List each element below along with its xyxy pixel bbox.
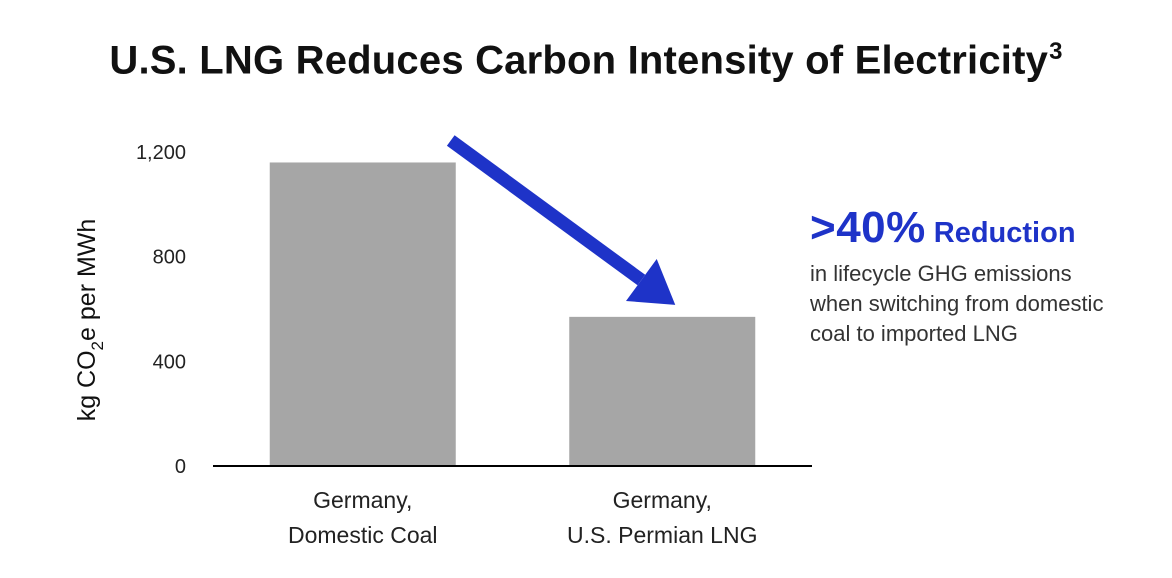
reduction-arrow-head: [626, 259, 676, 305]
callout-description: in lifecycle GHG emissions when switchin…: [810, 261, 1104, 346]
bar: [269, 162, 456, 466]
title-footnote-marker: 3: [1049, 38, 1063, 65]
y-axis-title: kg CO2e per MWh: [73, 219, 107, 422]
y-tick-label: 1,200: [136, 142, 186, 164]
y-axis-title-subscript: 2: [88, 341, 107, 350]
y-tick-label: 800: [153, 247, 186, 269]
y-tick-label: 0: [175, 456, 186, 478]
reduction-percent: >40%: [810, 203, 926, 252]
bar: [569, 316, 756, 466]
reduction-arrow-shaft: [446, 135, 646, 286]
y-axis-title-suffix: e per MWh: [73, 219, 101, 341]
x-tick-label: Germany,: [613, 487, 712, 513]
chart-title: U.S. LNG Reduces Carbon Intensity of Ele…: [0, 38, 1172, 83]
reduction-word: Reduction: [933, 217, 1076, 249]
callout-headline: >40% Reduction: [810, 203, 1170, 253]
chart-marks: 0 400 800 1,200 Germany, Domestic Coal Germany…: [136, 135, 812, 548]
chart-title-text: U.S. LNG Reduces Carbon Intensity of Ele…: [109, 38, 1049, 83]
y-tick-label: 400: [153, 351, 186, 373]
reduction-callout: >40% Reduction in lifecycle GHG emissions…: [810, 203, 1170, 349]
x-tick-label: Domestic Coal: [288, 522, 438, 548]
y-axis-title-prefix: kg CO: [73, 350, 101, 421]
x-tick-label: U.S. Permian LNG: [567, 522, 757, 548]
x-tick-label: Germany,: [313, 487, 412, 513]
